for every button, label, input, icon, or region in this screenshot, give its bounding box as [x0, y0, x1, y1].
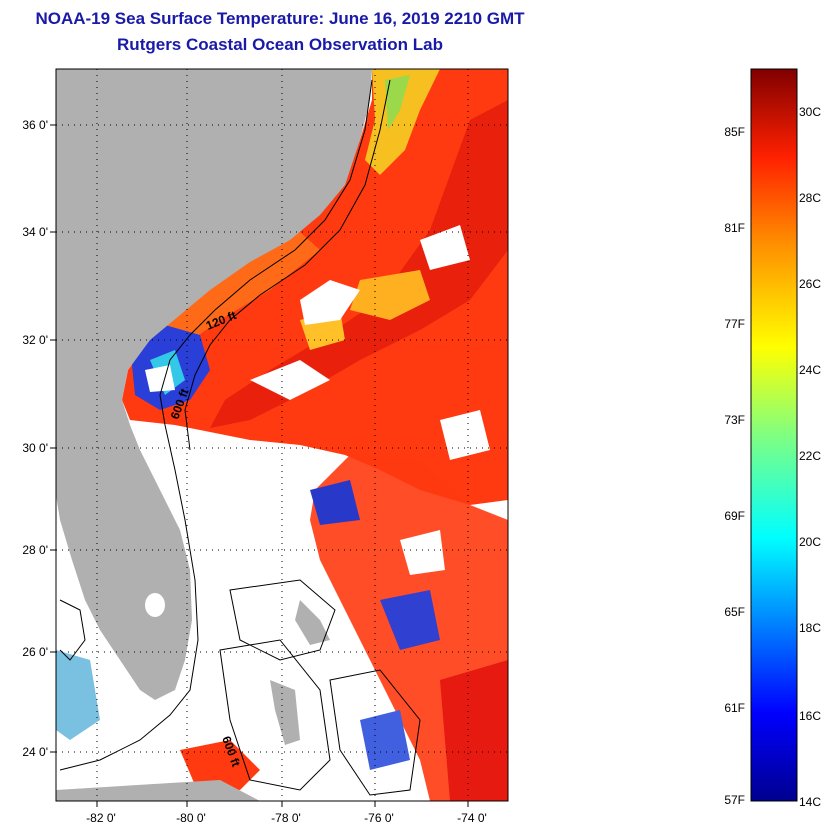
contour-gulf: [59, 599, 86, 661]
land-bahamas-2: [270, 680, 300, 745]
south-cold-patch-3: [360, 710, 410, 770]
lat-label-34: 34 0': [22, 225, 48, 239]
lat-label-28: 28 0': [22, 543, 48, 557]
contour-120ft: [59, 79, 373, 771]
axis-ticks: [50, 124, 469, 807]
cloud-gap-4: [400, 530, 445, 575]
title-line-1: NOAA-19 Sea Surface Temperature: June 16…: [35, 9, 525, 28]
cb-f-57: 57F: [724, 793, 745, 807]
cb-c-30: 30C: [799, 105, 821, 119]
lon-label-76: -76 0': [364, 811, 394, 825]
cloud-gap-3: [250, 360, 330, 400]
cloud-gap-1: [300, 280, 360, 325]
cb-c-16: 16C: [799, 709, 821, 723]
title-line-2: Rutgers Coastal Ocean Observation Lab: [117, 35, 443, 54]
land-southeast-us: [56, 69, 372, 700]
colorbar: [750, 68, 798, 802]
cb-f-81: 81F: [724, 221, 745, 235]
nearshore-green-patch: [385, 75, 410, 130]
cb-f-61: 61F: [724, 701, 745, 715]
shelf-band: [150, 232, 320, 345]
land-cuba: [56, 780, 260, 801]
cb-f-69: 69F: [724, 509, 745, 523]
map-plot-area: [56, 69, 508, 801]
grid-lines: [56, 69, 508, 801]
lon-label-74: -74 0': [457, 811, 487, 825]
south-hot-patch: [440, 660, 508, 801]
south-cold-patch-1: [380, 590, 440, 650]
warm-patch-1: [350, 270, 430, 320]
lat-label-36: 36 0': [22, 118, 48, 132]
sst-field-north: [122, 69, 508, 505]
south-cold-patch-2: [310, 480, 360, 525]
cb-f-77: 77F: [724, 317, 745, 331]
cb-c-18: 18C: [799, 621, 821, 635]
gulf-patch: [56, 650, 100, 740]
lat-label-26: 26 0': [22, 645, 48, 659]
cb-f-73: 73F: [724, 413, 745, 427]
cloud-gap-2: [420, 225, 470, 270]
cb-c-20: 20C: [799, 535, 821, 549]
contour-bahama-bank-2: [219, 639, 331, 791]
cloud-patch-georgia: [145, 365, 175, 392]
contour-bahama-bank-1: [229, 579, 336, 661]
lake-okeechobee: [145, 593, 165, 617]
nearshore-cool-north: [365, 69, 440, 175]
contour-600ft: [184, 79, 391, 451]
cb-f-65: 65F: [724, 605, 745, 619]
cb-c-24: 24C: [799, 363, 821, 377]
lat-label-30: 30 0': [22, 441, 48, 455]
cb-c-14: 14C: [799, 795, 821, 809]
lon-label-80: -80 0': [176, 811, 206, 825]
cb-c-22: 22C: [799, 449, 821, 463]
cb-c-26: 26C: [799, 277, 821, 291]
cb-f-85: 85F: [724, 125, 745, 139]
lat-label-24: 24 0': [22, 745, 48, 759]
cb-c-28: 28C: [799, 191, 821, 205]
contour-bahama-bank-3: [329, 669, 421, 796]
land-bahamas-1: [295, 600, 330, 645]
lat-label-32: 32 0': [22, 333, 48, 347]
lon-label-82: -82 0': [86, 811, 116, 825]
lon-label-78: -78 0': [271, 811, 301, 825]
